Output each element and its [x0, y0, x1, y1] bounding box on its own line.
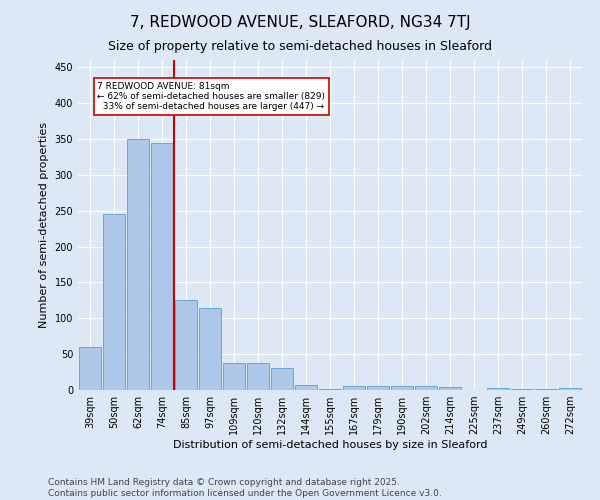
Bar [199, 308, 221, 390]
Bar [223, 362, 245, 390]
Bar [247, 362, 269, 390]
Text: 7 REDWOOD AVENUE: 81sqm
← 62% of semi-detached houses are smaller (829)
  33% of: 7 REDWOOD AVENUE: 81sqm ← 62% of semi-de… [97, 82, 325, 112]
Bar [295, 385, 317, 390]
Y-axis label: Number of semi-detached properties: Number of semi-detached properties [39, 122, 49, 328]
X-axis label: Distribution of semi-detached houses by size in Sleaford: Distribution of semi-detached houses by … [173, 440, 487, 450]
Bar [271, 368, 293, 390]
Bar [367, 386, 389, 390]
Bar [319, 388, 341, 390]
Bar [439, 387, 461, 390]
Bar [559, 388, 581, 390]
Bar [127, 139, 149, 390]
Bar [151, 142, 173, 390]
Text: Size of property relative to semi-detached houses in Sleaford: Size of property relative to semi-detach… [108, 40, 492, 53]
Bar [343, 386, 365, 390]
Text: 7, REDWOOD AVENUE, SLEAFORD, NG34 7TJ: 7, REDWOOD AVENUE, SLEAFORD, NG34 7TJ [130, 15, 470, 30]
Bar [79, 347, 101, 390]
Text: Contains HM Land Registry data © Crown copyright and database right 2025.
Contai: Contains HM Land Registry data © Crown c… [48, 478, 442, 498]
Bar [415, 386, 437, 390]
Bar [175, 300, 197, 390]
Bar [391, 386, 413, 390]
Bar [103, 214, 125, 390]
Bar [487, 388, 509, 390]
